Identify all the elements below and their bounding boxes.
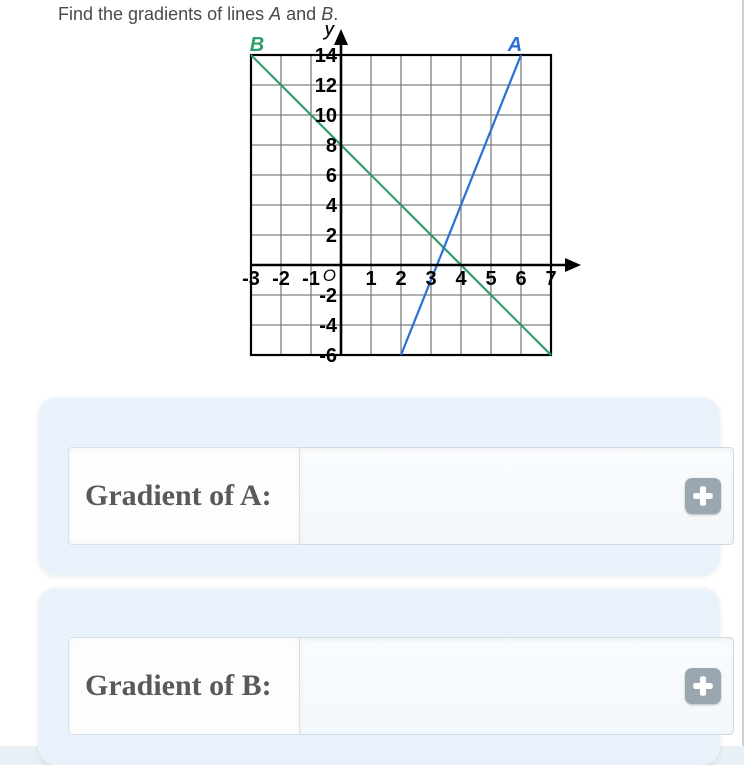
expand-button-a[interactable] xyxy=(685,478,721,514)
svg-text:-6: -6 xyxy=(319,345,337,367)
svg-text:y: y xyxy=(322,25,337,40)
plus-icon xyxy=(690,483,716,509)
answer-label-b: Gradient of B: xyxy=(68,637,300,735)
svg-text:-2: -2 xyxy=(319,285,337,307)
svg-text:-3: -3 xyxy=(242,268,260,290)
svg-text:-1: -1 xyxy=(302,268,320,290)
svg-text:4: 4 xyxy=(326,195,338,217)
svg-text:2: 2 xyxy=(395,268,406,290)
svg-text:5: 5 xyxy=(485,268,496,290)
answer-input-wrap-a xyxy=(300,447,734,545)
answer-row-a: Gradient of A: xyxy=(68,447,700,545)
question-prefix: Find the gradients of lines xyxy=(58,4,269,24)
answer-input-a[interactable] xyxy=(300,448,685,544)
svg-text:3: 3 xyxy=(425,268,436,290)
svg-text:4: 4 xyxy=(455,268,467,290)
svg-text:-2: -2 xyxy=(272,268,290,290)
page: Find the gradients of lines A and B. xyO… xyxy=(0,0,744,746)
svg-text:14: 14 xyxy=(315,45,338,67)
svg-text:6: 6 xyxy=(326,165,337,187)
svg-text:A: A xyxy=(507,34,522,56)
plus-icon xyxy=(690,673,716,699)
gradient-chart: xyO-3-2-112345672468101214-2-4-6AB xyxy=(161,25,581,385)
svg-text:B: B xyxy=(250,34,264,56)
answer-input-b[interactable] xyxy=(300,638,685,734)
svg-text:7: 7 xyxy=(545,268,556,290)
chart-container: xyO-3-2-112345672468101214-2-4-6AB xyxy=(0,25,742,385)
svg-text:6: 6 xyxy=(515,268,526,290)
expand-button-b[interactable] xyxy=(685,668,721,704)
question-var-b: B xyxy=(321,4,333,24)
answer-input-wrap-b xyxy=(300,637,734,735)
question-text: Find the gradients of lines A and B. xyxy=(0,0,742,25)
answer-card-a: Gradient of A: xyxy=(38,397,720,575)
answer-label-a: Gradient of A: xyxy=(68,447,300,545)
answer-row-b: Gradient of B: xyxy=(68,637,700,735)
svg-text:1: 1 xyxy=(365,268,376,290)
svg-text:12: 12 xyxy=(315,75,337,97)
svg-text:2: 2 xyxy=(326,225,337,247)
svg-text:8: 8 xyxy=(326,135,337,157)
svg-text:10: 10 xyxy=(315,105,337,127)
question-var-a: A xyxy=(269,4,281,24)
question-mid: and xyxy=(281,4,321,24)
answer-card-b: Gradient of B: xyxy=(38,587,720,765)
question-suffix: . xyxy=(333,4,338,24)
svg-text:O: O xyxy=(323,266,336,285)
svg-text:-4: -4 xyxy=(319,315,338,337)
